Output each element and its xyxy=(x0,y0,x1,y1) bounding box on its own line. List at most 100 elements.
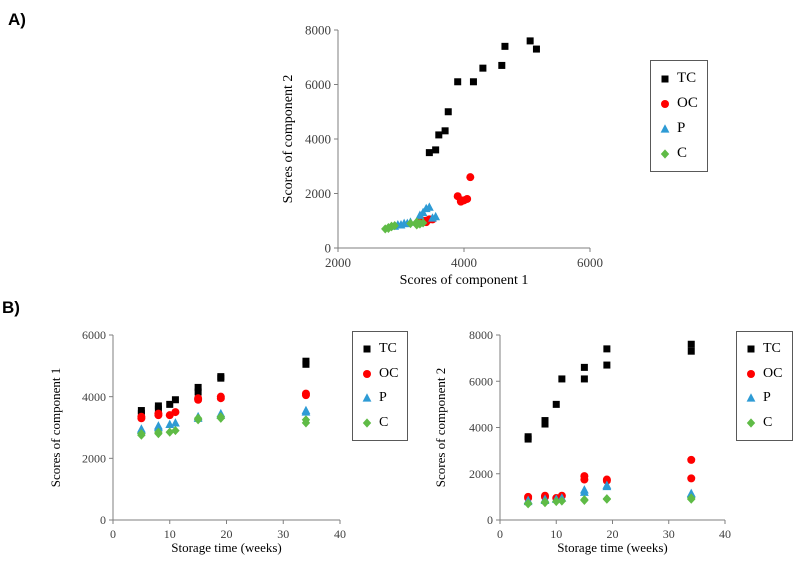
data-point-square xyxy=(532,45,540,53)
data-point-circle xyxy=(194,394,203,403)
y-axis-title: Scores of component 2 xyxy=(433,368,448,488)
x-tick-label: 20 xyxy=(607,527,619,541)
square-marker-icon xyxy=(363,345,371,353)
legend-label: P xyxy=(379,390,387,406)
data-point-square xyxy=(558,375,566,383)
legend-item-oc: OC xyxy=(744,365,785,381)
square-marker-icon xyxy=(661,75,669,82)
triangle-marker-icon xyxy=(362,393,372,402)
x-axis-title: Scores of component 1 xyxy=(400,273,529,288)
data-point-diamond xyxy=(418,218,428,228)
x-axis-title: Storage time (weeks) xyxy=(557,540,667,555)
chart-svg: 0 10 20 30 40 0 2000 4000 6000 8000 Scores of comp… xyxy=(433,328,731,555)
data-point-square xyxy=(524,433,532,441)
legend-item-p: P xyxy=(744,391,785,405)
legend-item-tc: TC xyxy=(658,71,700,86)
data-point-square xyxy=(441,127,449,135)
data-point-square xyxy=(687,340,695,348)
legend-item-oc: OC xyxy=(658,96,700,111)
data-point-triangle xyxy=(171,418,180,427)
legend-item-tc: TC xyxy=(744,342,785,356)
y-tick-label: 8000 xyxy=(305,23,331,38)
data-point-square xyxy=(454,78,462,86)
legend-label: C xyxy=(379,414,389,430)
scatter-chart-panel-b-left: 0 10 20 30 40 0 2000 4000 6000 Scores of componen… xyxy=(48,320,358,570)
data-point-diamond xyxy=(523,498,533,508)
data-point-circle xyxy=(363,369,371,378)
data-point-circle xyxy=(137,412,146,421)
panel-a-label: A) xyxy=(8,10,26,29)
data-point-circle xyxy=(463,194,472,203)
y-tick-label: 4000 xyxy=(469,421,493,435)
legend-label: OC xyxy=(763,365,783,381)
data-point-square xyxy=(432,146,440,154)
x-tick-label: 4000 xyxy=(451,255,477,270)
triangle-marker-icon xyxy=(660,123,670,133)
legend-item-c: C xyxy=(658,146,700,161)
diamond-marker-icon xyxy=(746,418,756,428)
data-point-triangle xyxy=(301,405,311,415)
data-point-square xyxy=(425,149,433,157)
data-point-triangle xyxy=(154,421,163,430)
data-point-square xyxy=(747,345,755,353)
y-tick-label: 2000 xyxy=(305,186,331,201)
data-point-square xyxy=(154,402,162,410)
y-tick-label: 4000 xyxy=(82,390,106,404)
data-point-circle xyxy=(747,369,755,378)
data-point-triangle xyxy=(746,393,756,402)
data-point-circle xyxy=(661,99,669,108)
data-point-diamond xyxy=(390,221,399,231)
panel-b-label: B) xyxy=(2,298,20,317)
legend-label: C xyxy=(677,145,688,161)
data-point-circle xyxy=(687,455,696,464)
diamond-marker-icon xyxy=(660,148,670,159)
data-point-triangle xyxy=(362,393,372,402)
legend-item-c: C xyxy=(744,415,785,430)
data-point-circle xyxy=(602,475,611,484)
data-point-circle xyxy=(154,409,163,418)
data-point-diamond xyxy=(165,427,174,437)
data-point-diamond xyxy=(362,418,372,428)
legend-panel-b-right: TC OC P C xyxy=(736,331,793,441)
x-tick-label: 10 xyxy=(550,527,562,541)
data-point-circle xyxy=(301,391,310,400)
x-tick-label: 30 xyxy=(663,527,675,541)
data-point-diamond xyxy=(412,217,421,227)
data-point-square xyxy=(137,407,145,415)
data-point-diamond xyxy=(552,496,561,507)
legend-panel-b-left: TC OC P C xyxy=(352,331,408,441)
data-point-triangle xyxy=(424,202,434,211)
data-point-square xyxy=(194,383,202,391)
data-point-triangle xyxy=(602,480,612,489)
data-point-diamond xyxy=(216,412,226,422)
legend-label: P xyxy=(763,390,771,406)
data-point-square xyxy=(469,78,477,86)
data-point-square xyxy=(435,131,443,139)
x-tick-label: 40 xyxy=(719,527,731,541)
data-point-circle xyxy=(687,474,696,483)
legend-item-c: C xyxy=(360,414,400,430)
data-point-diamond xyxy=(193,413,203,423)
y-tick-label: 0 xyxy=(325,241,332,256)
data-point-circle xyxy=(171,408,180,417)
legend-item-p: P xyxy=(360,391,400,405)
data-point-triangle xyxy=(136,424,146,433)
data-point-diamond xyxy=(540,497,550,507)
legend-item-tc: TC xyxy=(360,342,400,356)
data-point-diamond xyxy=(154,427,163,437)
x-tick-label: 0 xyxy=(497,527,503,541)
data-point-square xyxy=(603,361,611,369)
y-tick-label: 4000 xyxy=(305,132,331,147)
data-point-diamond xyxy=(660,148,670,159)
y-tick-label: 2000 xyxy=(82,452,106,466)
data-point-diamond xyxy=(580,495,589,505)
data-point-diamond xyxy=(602,494,612,504)
square-marker-icon xyxy=(747,345,755,353)
y-tick-label: 0 xyxy=(487,513,493,527)
data-point-square xyxy=(603,345,611,353)
data-point-square xyxy=(498,61,506,69)
data-point-square xyxy=(552,400,560,408)
scatter-chart-panel-a: 2000 4000 6000 0 2000 4000 6000 8000 Scores of c… xyxy=(278,8,608,293)
data-point-square xyxy=(501,42,509,50)
